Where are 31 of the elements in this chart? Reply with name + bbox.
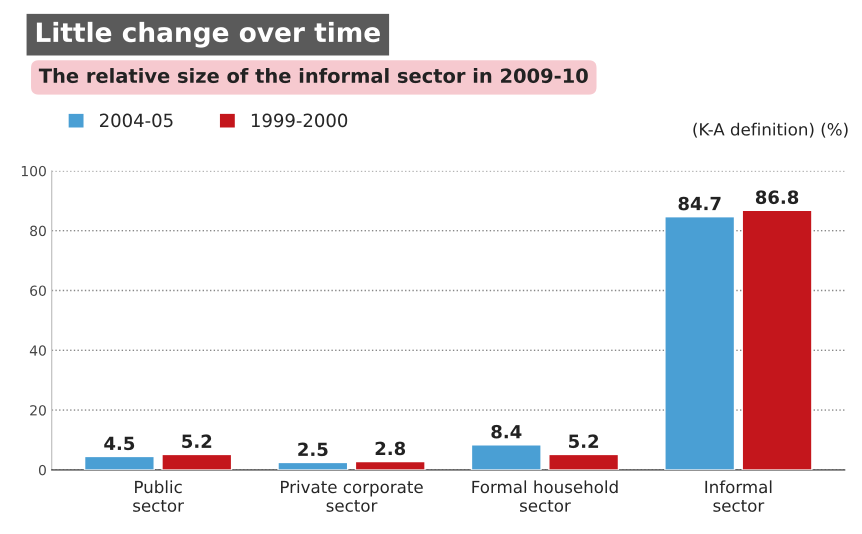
y-tick-label: 100 [22, 166, 46, 176]
bar [742, 210, 813, 470]
data-label: 2.8 [376, 442, 406, 456]
data-label: 5.2 [182, 434, 212, 448]
chart-title: Little change over time [36, 22, 380, 48]
y-tick-label: 60 [30, 285, 46, 296]
data-label: 5.2 [569, 434, 598, 448]
x-tick-label: Formal household sector [472, 480, 618, 512]
data-label: 86.8 [756, 190, 798, 204]
legend-label: 2004-05 [100, 114, 173, 128]
bar [470, 444, 542, 470]
x-tick-label: Public sector [133, 480, 184, 512]
bar [664, 216, 736, 470]
data-label: 8.4 [491, 424, 522, 439]
data-label: 84.7 [678, 196, 721, 210]
bar [161, 454, 232, 470]
x-tick-label: Private corporate sector [281, 480, 423, 512]
bar [548, 454, 620, 470]
y-tick-label: 20 [30, 405, 46, 416]
x-tick-label: Informal sector [705, 480, 772, 512]
chart-subtitle: The relative size of the informal sector in 2009-10 [38, 68, 588, 84]
y-tick-label: 40 [30, 345, 46, 356]
data-label: 4.5 [104, 436, 134, 450]
legend-label: 1999-2000 [252, 114, 348, 128]
y-tick-label: 0 [38, 464, 46, 476]
data-label: 2.5 [298, 442, 328, 456]
y-tick-label: 80 [30, 226, 46, 236]
bar [277, 462, 348, 470]
bar [354, 460, 426, 470]
bar [84, 456, 155, 470]
text: (K-A definition) (%) [693, 122, 848, 138]
